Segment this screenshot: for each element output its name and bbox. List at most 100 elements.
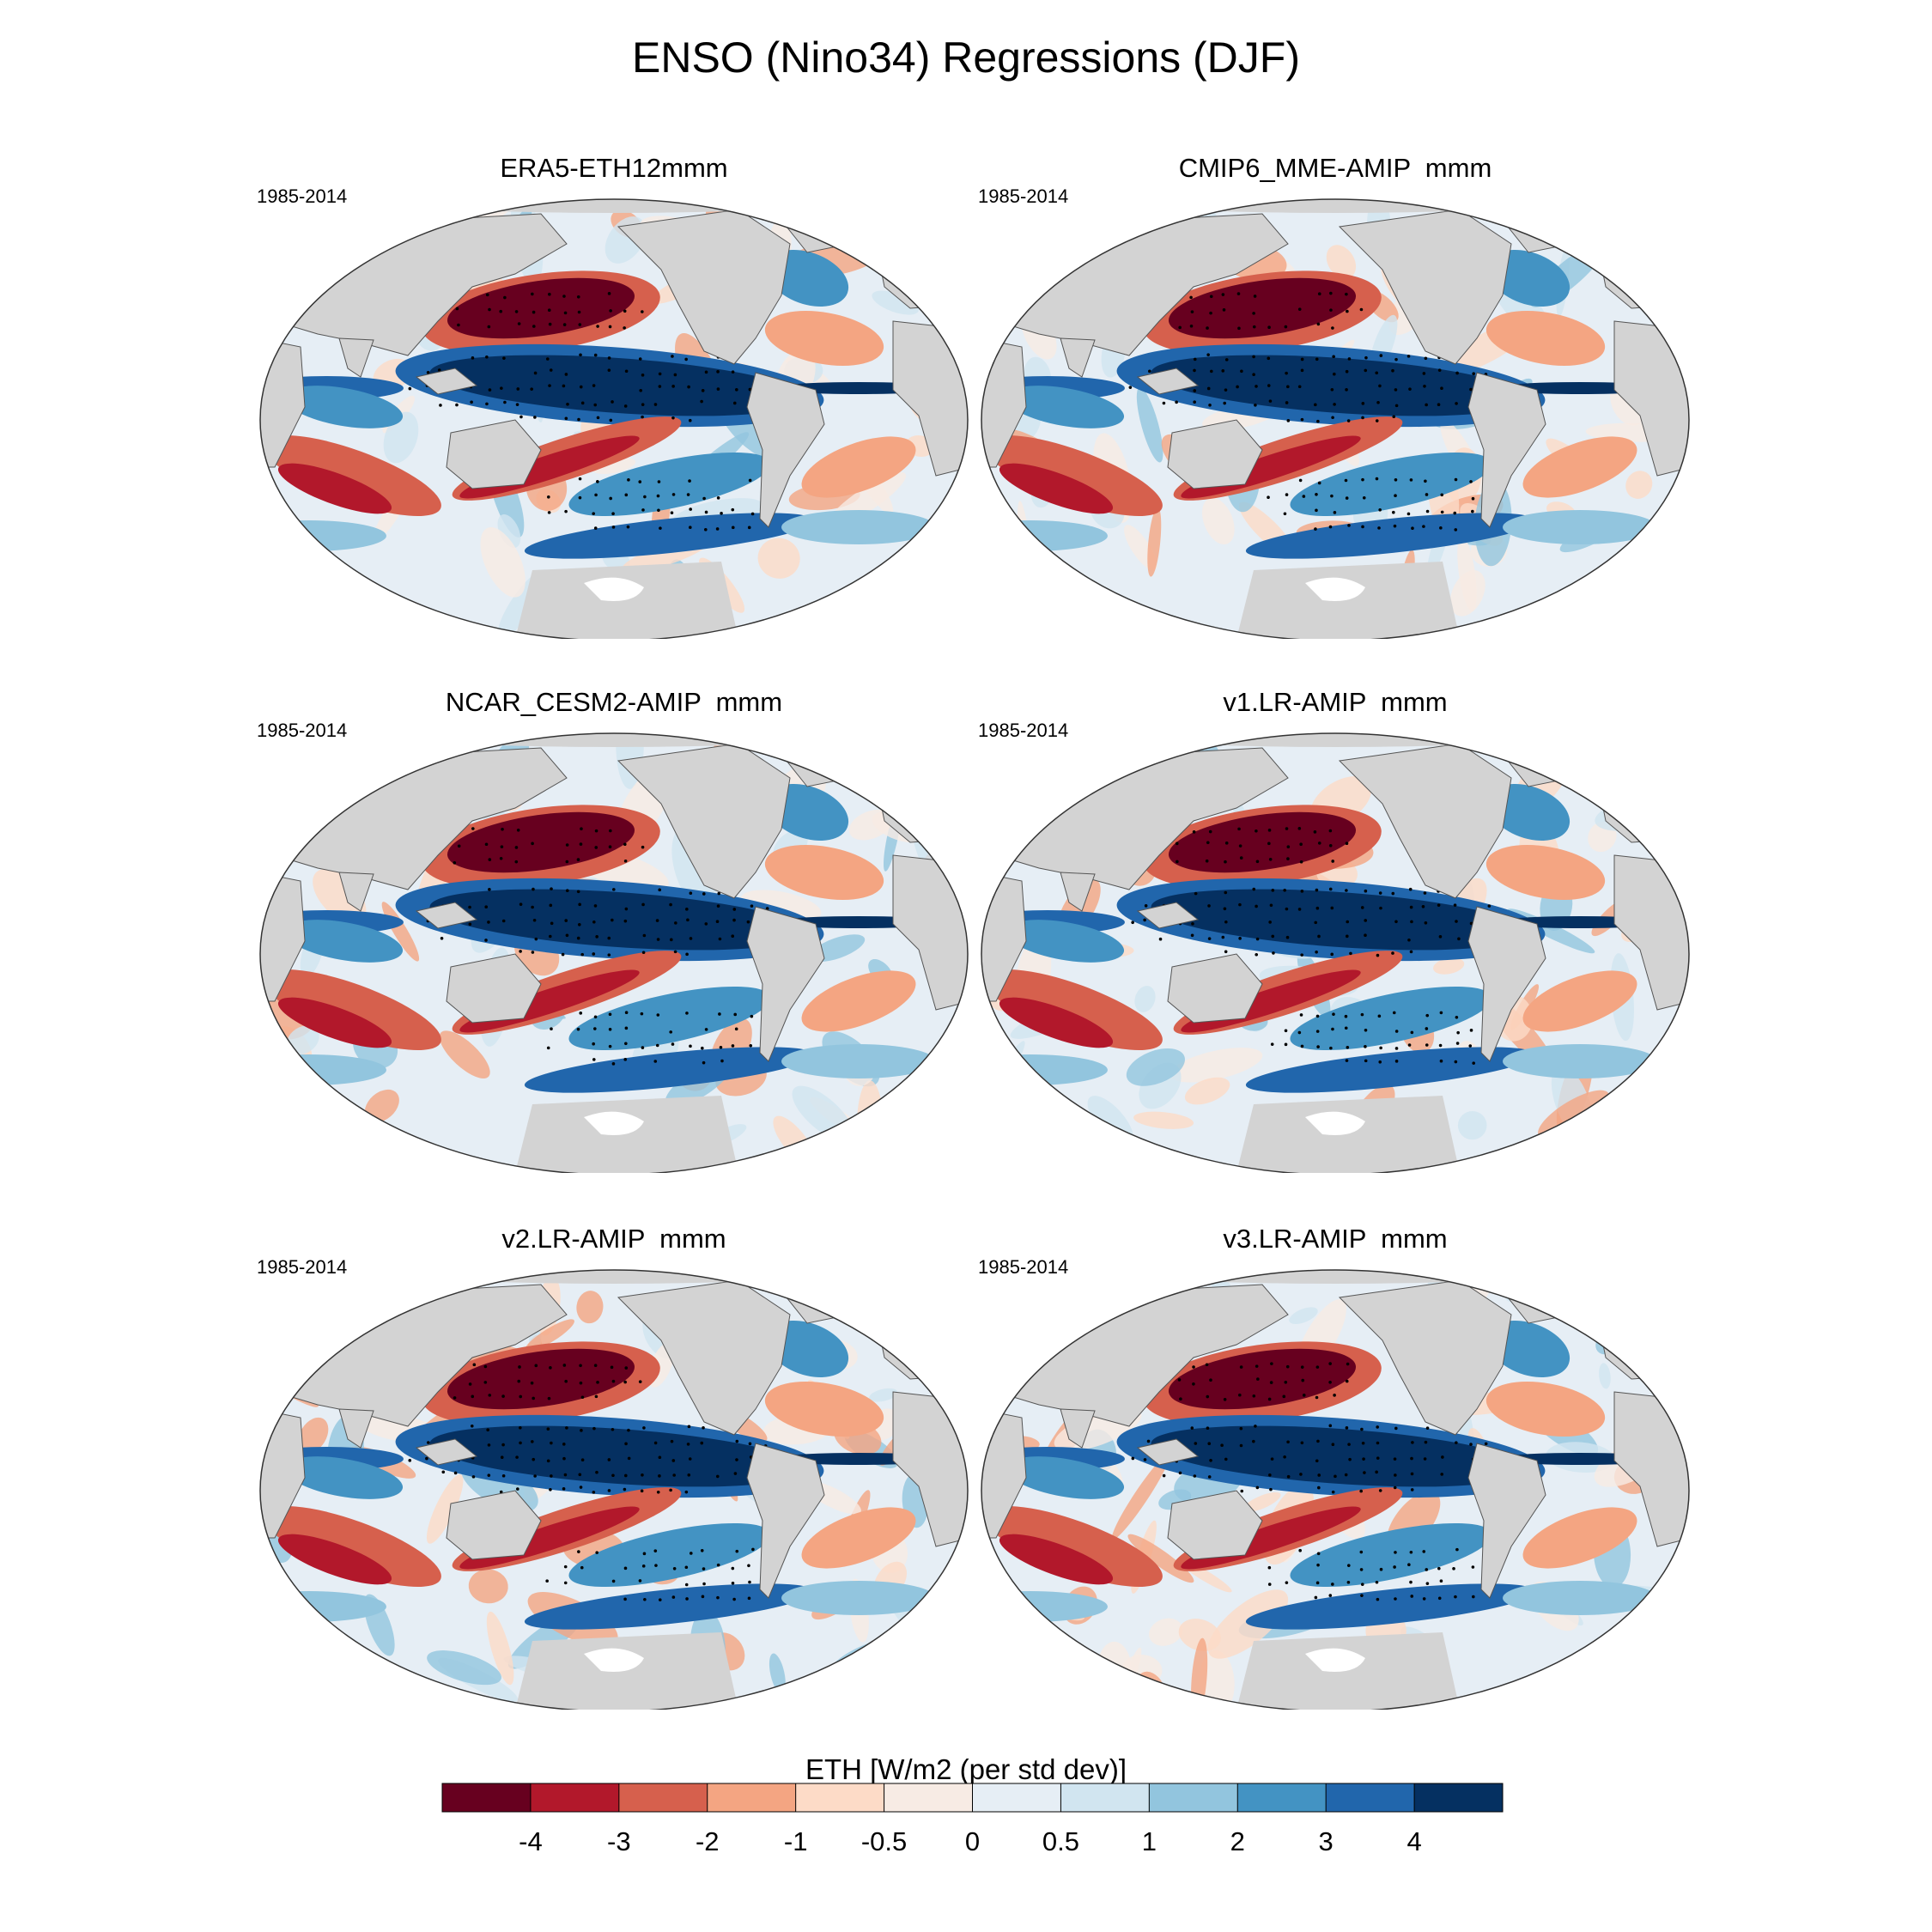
stipple-dot <box>516 828 520 832</box>
stipple-dot <box>1285 827 1289 830</box>
stipple-dot <box>562 323 567 326</box>
stipple-dot <box>685 1597 689 1601</box>
colorbar-tick-label: 1 <box>1142 1826 1157 1856</box>
stipple-dot <box>1437 403 1441 407</box>
stipple-dot <box>658 1455 662 1460</box>
stipple-dot <box>1472 1595 1475 1599</box>
africa-landmass-west <box>892 320 968 477</box>
stipple-dot <box>684 1583 689 1587</box>
stipple-dot <box>594 493 598 497</box>
stipple-dot <box>1315 1014 1320 1018</box>
stipple-dot <box>487 1443 491 1447</box>
stipple-dot <box>748 1580 751 1584</box>
stipple-dot <box>1361 525 1364 529</box>
stipple-dot <box>1375 371 1379 375</box>
colorbar-tick-label: 2 <box>1230 1826 1245 1856</box>
stipple-dot <box>1345 292 1348 296</box>
stipple-dot <box>576 858 580 861</box>
stipple-dot <box>1440 386 1443 391</box>
stipple-dot <box>1191 921 1194 926</box>
stipple-dot <box>1316 1439 1320 1443</box>
colorbar-swatch <box>1237 1783 1327 1812</box>
stipple-dot <box>1359 1568 1364 1571</box>
stipple-dot <box>519 1441 522 1445</box>
stipple-dot <box>1375 419 1379 422</box>
stipple-dot <box>1255 860 1260 864</box>
map-border <box>259 1269 969 1710</box>
stipple-dot <box>514 846 519 849</box>
stipple-dot <box>1285 935 1290 939</box>
stipple-dot <box>1344 1473 1348 1477</box>
stipple-dot <box>453 861 457 865</box>
stipple-dot <box>503 295 507 300</box>
stipple-dot <box>577 922 581 927</box>
southern-ocean-positive <box>524 513 816 559</box>
stipple-dot <box>550 1474 553 1478</box>
stipple-dot <box>1314 527 1317 531</box>
stipple-dot <box>1300 1044 1304 1048</box>
stipple-dot <box>748 1442 752 1446</box>
stipple-dot <box>688 418 692 422</box>
north-america-landmass <box>1338 743 1512 899</box>
south-indian-negative-core <box>999 1534 1114 1585</box>
stipple-dot <box>1315 357 1319 361</box>
colorbar-tick-label: -0.5 <box>861 1826 907 1856</box>
stipple-dot <box>1331 860 1335 863</box>
stipple-dot <box>1378 507 1382 512</box>
stipple-dot <box>1315 888 1319 892</box>
stipple-dot <box>671 1042 675 1046</box>
stipple-dot <box>653 1060 658 1063</box>
stipple-dot <box>547 495 550 499</box>
stipple-dot <box>1252 1439 1255 1443</box>
stipple-dot <box>440 936 444 940</box>
stipple-dot <box>1422 1550 1426 1553</box>
stipple-dot <box>1271 934 1275 939</box>
stipple-dot <box>611 888 616 891</box>
anomaly-patch <box>364 1089 399 1123</box>
stipple-dot <box>596 325 599 328</box>
anomaly-patch <box>1149 1618 1183 1646</box>
stipple-dot <box>1346 920 1350 924</box>
stipple-dot <box>716 370 720 374</box>
south-indian-negative-core <box>277 1534 392 1585</box>
stipple-dot <box>1224 860 1227 864</box>
stipple-dot <box>1128 386 1133 389</box>
stipple-dot <box>1453 511 1457 515</box>
southern-atlantic-positive <box>1503 1044 1657 1078</box>
australia-landmass <box>1167 419 1263 489</box>
stipple-dot <box>487 325 491 329</box>
stipple-dot <box>608 1027 612 1031</box>
south-atlantic-negative <box>1522 1507 1637 1569</box>
stipple-dot <box>578 1473 582 1477</box>
stipple-dot <box>1224 388 1228 392</box>
stipple-dot <box>1328 843 1333 848</box>
stipple-dot <box>1297 307 1302 311</box>
arctic-cap <box>391 733 837 747</box>
stipple-dot <box>1379 1046 1382 1050</box>
stipple-dot <box>1236 292 1241 295</box>
stipple-dot <box>685 1012 689 1015</box>
stipple-dot <box>1271 889 1275 892</box>
stipple-dot <box>1302 495 1306 498</box>
stipple-dot <box>1206 326 1209 330</box>
stipple-dot <box>732 908 737 911</box>
stipple-dot <box>1267 841 1271 846</box>
stipple-dot <box>596 480 599 483</box>
stipple-dot <box>688 526 692 529</box>
stipple-dot <box>1285 401 1289 404</box>
stipple-dot <box>1423 891 1427 895</box>
stipple-dot <box>488 1394 492 1397</box>
stipple-dot <box>488 858 492 861</box>
north-pacific-negative-core <box>447 277 635 339</box>
stipple-dot <box>735 1439 739 1443</box>
anomaly-patch <box>1091 750 1157 762</box>
stipple-dot <box>470 400 473 404</box>
arctic-cap <box>391 1270 837 1284</box>
stipple-dot <box>1394 920 1398 924</box>
south-indian-negative-core <box>277 997 392 1048</box>
stipple-dot <box>746 920 750 924</box>
stipple-dot <box>562 295 566 298</box>
stipple-dot <box>1131 920 1134 925</box>
stipple-dot <box>1206 1394 1210 1399</box>
stipple-dot <box>653 1549 658 1552</box>
